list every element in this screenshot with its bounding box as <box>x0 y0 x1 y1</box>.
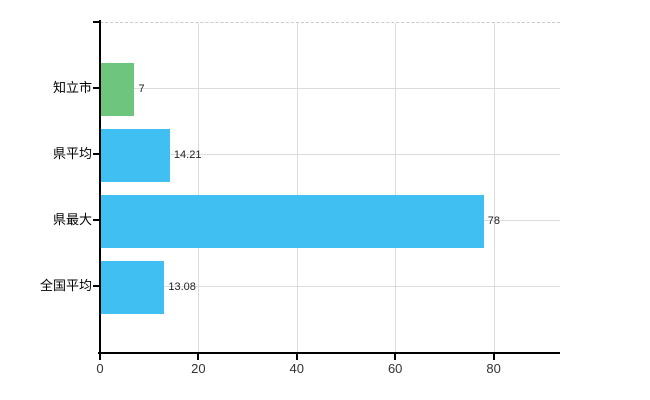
x-tick <box>99 354 101 360</box>
x-tick <box>492 354 495 360</box>
gridline-vertical <box>395 23 397 353</box>
value-label: 78 <box>487 215 500 227</box>
y-axis <box>99 20 101 354</box>
gridline-vertical <box>493 23 495 353</box>
x-tick-label: 20 <box>191 361 206 376</box>
x-tick <box>197 354 200 360</box>
x-tick-label: 0 <box>96 361 104 376</box>
y-tick <box>93 87 99 89</box>
category-label: 知立市 <box>52 80 92 95</box>
gridline-vertical <box>296 23 298 353</box>
bar <box>100 62 135 116</box>
plot-area: 7 14.21 78 13.08 <box>100 22 560 353</box>
x-axis <box>98 352 560 354</box>
category-label: 県最大 <box>52 212 92 227</box>
x-tick <box>295 354 298 360</box>
y-tick <box>93 153 99 155</box>
x-tick-label: 80 <box>486 361 501 376</box>
x-tick <box>394 354 397 360</box>
gridline-horizontal <box>100 88 560 89</box>
x-tick-label: 60 <box>387 361 403 376</box>
y-tick <box>93 21 99 23</box>
bar <box>100 260 165 314</box>
bar <box>100 128 170 182</box>
y-tick <box>93 285 99 287</box>
value-label: 14.21 <box>173 149 202 161</box>
y-tick <box>93 219 99 221</box>
value-label: 13.08 <box>168 281 196 293</box>
category-label: 県平均 <box>52 146 92 161</box>
gridline-horizontal <box>100 286 560 287</box>
x-tick-label: 40 <box>289 361 305 376</box>
gridline-horizontal <box>100 154 560 155</box>
value-label: 7 <box>138 83 145 95</box>
gridline-vertical <box>198 23 200 353</box>
bar <box>100 194 484 248</box>
category-label: 全国平均 <box>39 278 92 293</box>
